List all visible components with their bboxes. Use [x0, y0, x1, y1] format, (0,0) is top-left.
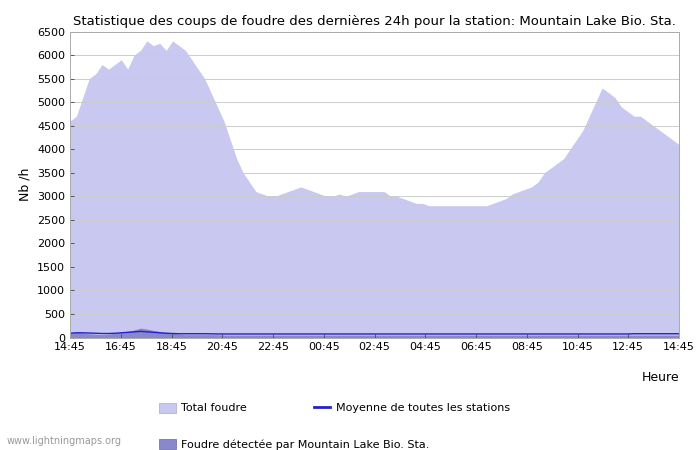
Title: Statistique des coups de foudre des dernières 24h pour la station: Mountain Lake: Statistique des coups de foudre des dern…	[73, 14, 676, 27]
Y-axis label: Nb /h: Nb /h	[18, 168, 32, 201]
Text: www.lightningmaps.org: www.lightningmaps.org	[7, 436, 122, 446]
Text: Heure: Heure	[641, 371, 679, 384]
Legend: Foudre détectée par Mountain Lake Bio. Sta.: Foudre détectée par Mountain Lake Bio. S…	[155, 435, 434, 450]
